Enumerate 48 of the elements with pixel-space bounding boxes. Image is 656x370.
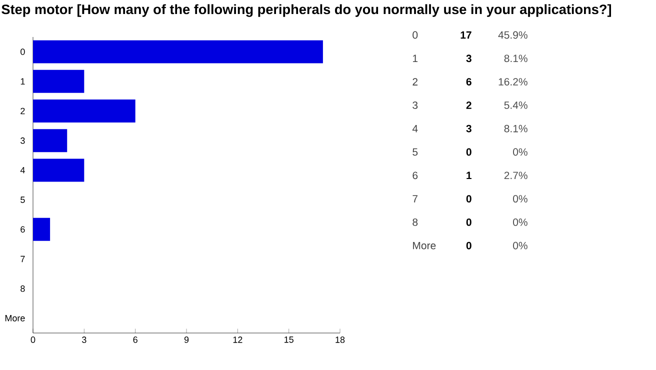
category-label: 5: [412, 148, 418, 156]
y-tick-label: More: [5, 315, 25, 322]
y-tick-label: 0: [20, 48, 25, 55]
y-tick-label: 3: [20, 137, 25, 144]
y-tick-label: 1: [20, 78, 25, 84]
text: 3: [466, 124, 472, 132]
x-tick-label: 6: [133, 336, 138, 343]
text: 0%: [513, 195, 528, 203]
text: 16.2%: [498, 78, 528, 86]
text: 0%: [513, 148, 528, 156]
text: 1: [466, 172, 472, 180]
y-tick-label: 8: [20, 285, 25, 292]
category-label: 7: [412, 195, 418, 202]
text: 8.1%: [504, 124, 528, 132]
category-label: 0: [412, 31, 418, 39]
category-label: 6: [412, 172, 418, 180]
x-tick-label: 9: [184, 336, 189, 343]
text: 8.1%: [504, 54, 528, 62]
text: 5.4%: [504, 102, 528, 109]
x-tick-label: 0: [30, 336, 36, 343]
category-label: 3: [412, 101, 418, 109]
text: 2.7%: [504, 172, 528, 180]
y-tick-label: 5: [20, 196, 25, 203]
category-label: 4: [412, 124, 418, 132]
text: 0%: [513, 242, 528, 250]
category-label: 1: [413, 54, 418, 62]
y-tick-label: 2: [20, 108, 25, 114]
text: 3: [466, 54, 472, 62]
text: 0: [466, 148, 472, 156]
text: 2: [466, 102, 472, 109]
x-tick-label: 15: [284, 336, 294, 343]
y-tick-label: 6: [20, 226, 25, 233]
text: 0: [466, 218, 472, 226]
text: 45.9%: [498, 31, 528, 39]
text: 0%: [513, 218, 528, 226]
y-tick-label: 7: [20, 256, 25, 262]
text: 17: [460, 31, 472, 39]
x-tick-label: 18: [336, 336, 345, 343]
chart-title: Step motor [How many of the following peripherals do you normally use in your applications?]: [2, 4, 612, 17]
category-label: More: [413, 242, 436, 250]
x-tick-label: 12: [233, 336, 242, 343]
text: 6: [466, 78, 472, 86]
y-tick-label: 4: [20, 167, 25, 174]
text: 0: [466, 242, 472, 250]
text: 0: [466, 195, 472, 203]
x-tick-label: 3: [82, 336, 86, 343]
category-label: 2: [412, 78, 418, 86]
category-label: 8: [412, 218, 418, 226]
